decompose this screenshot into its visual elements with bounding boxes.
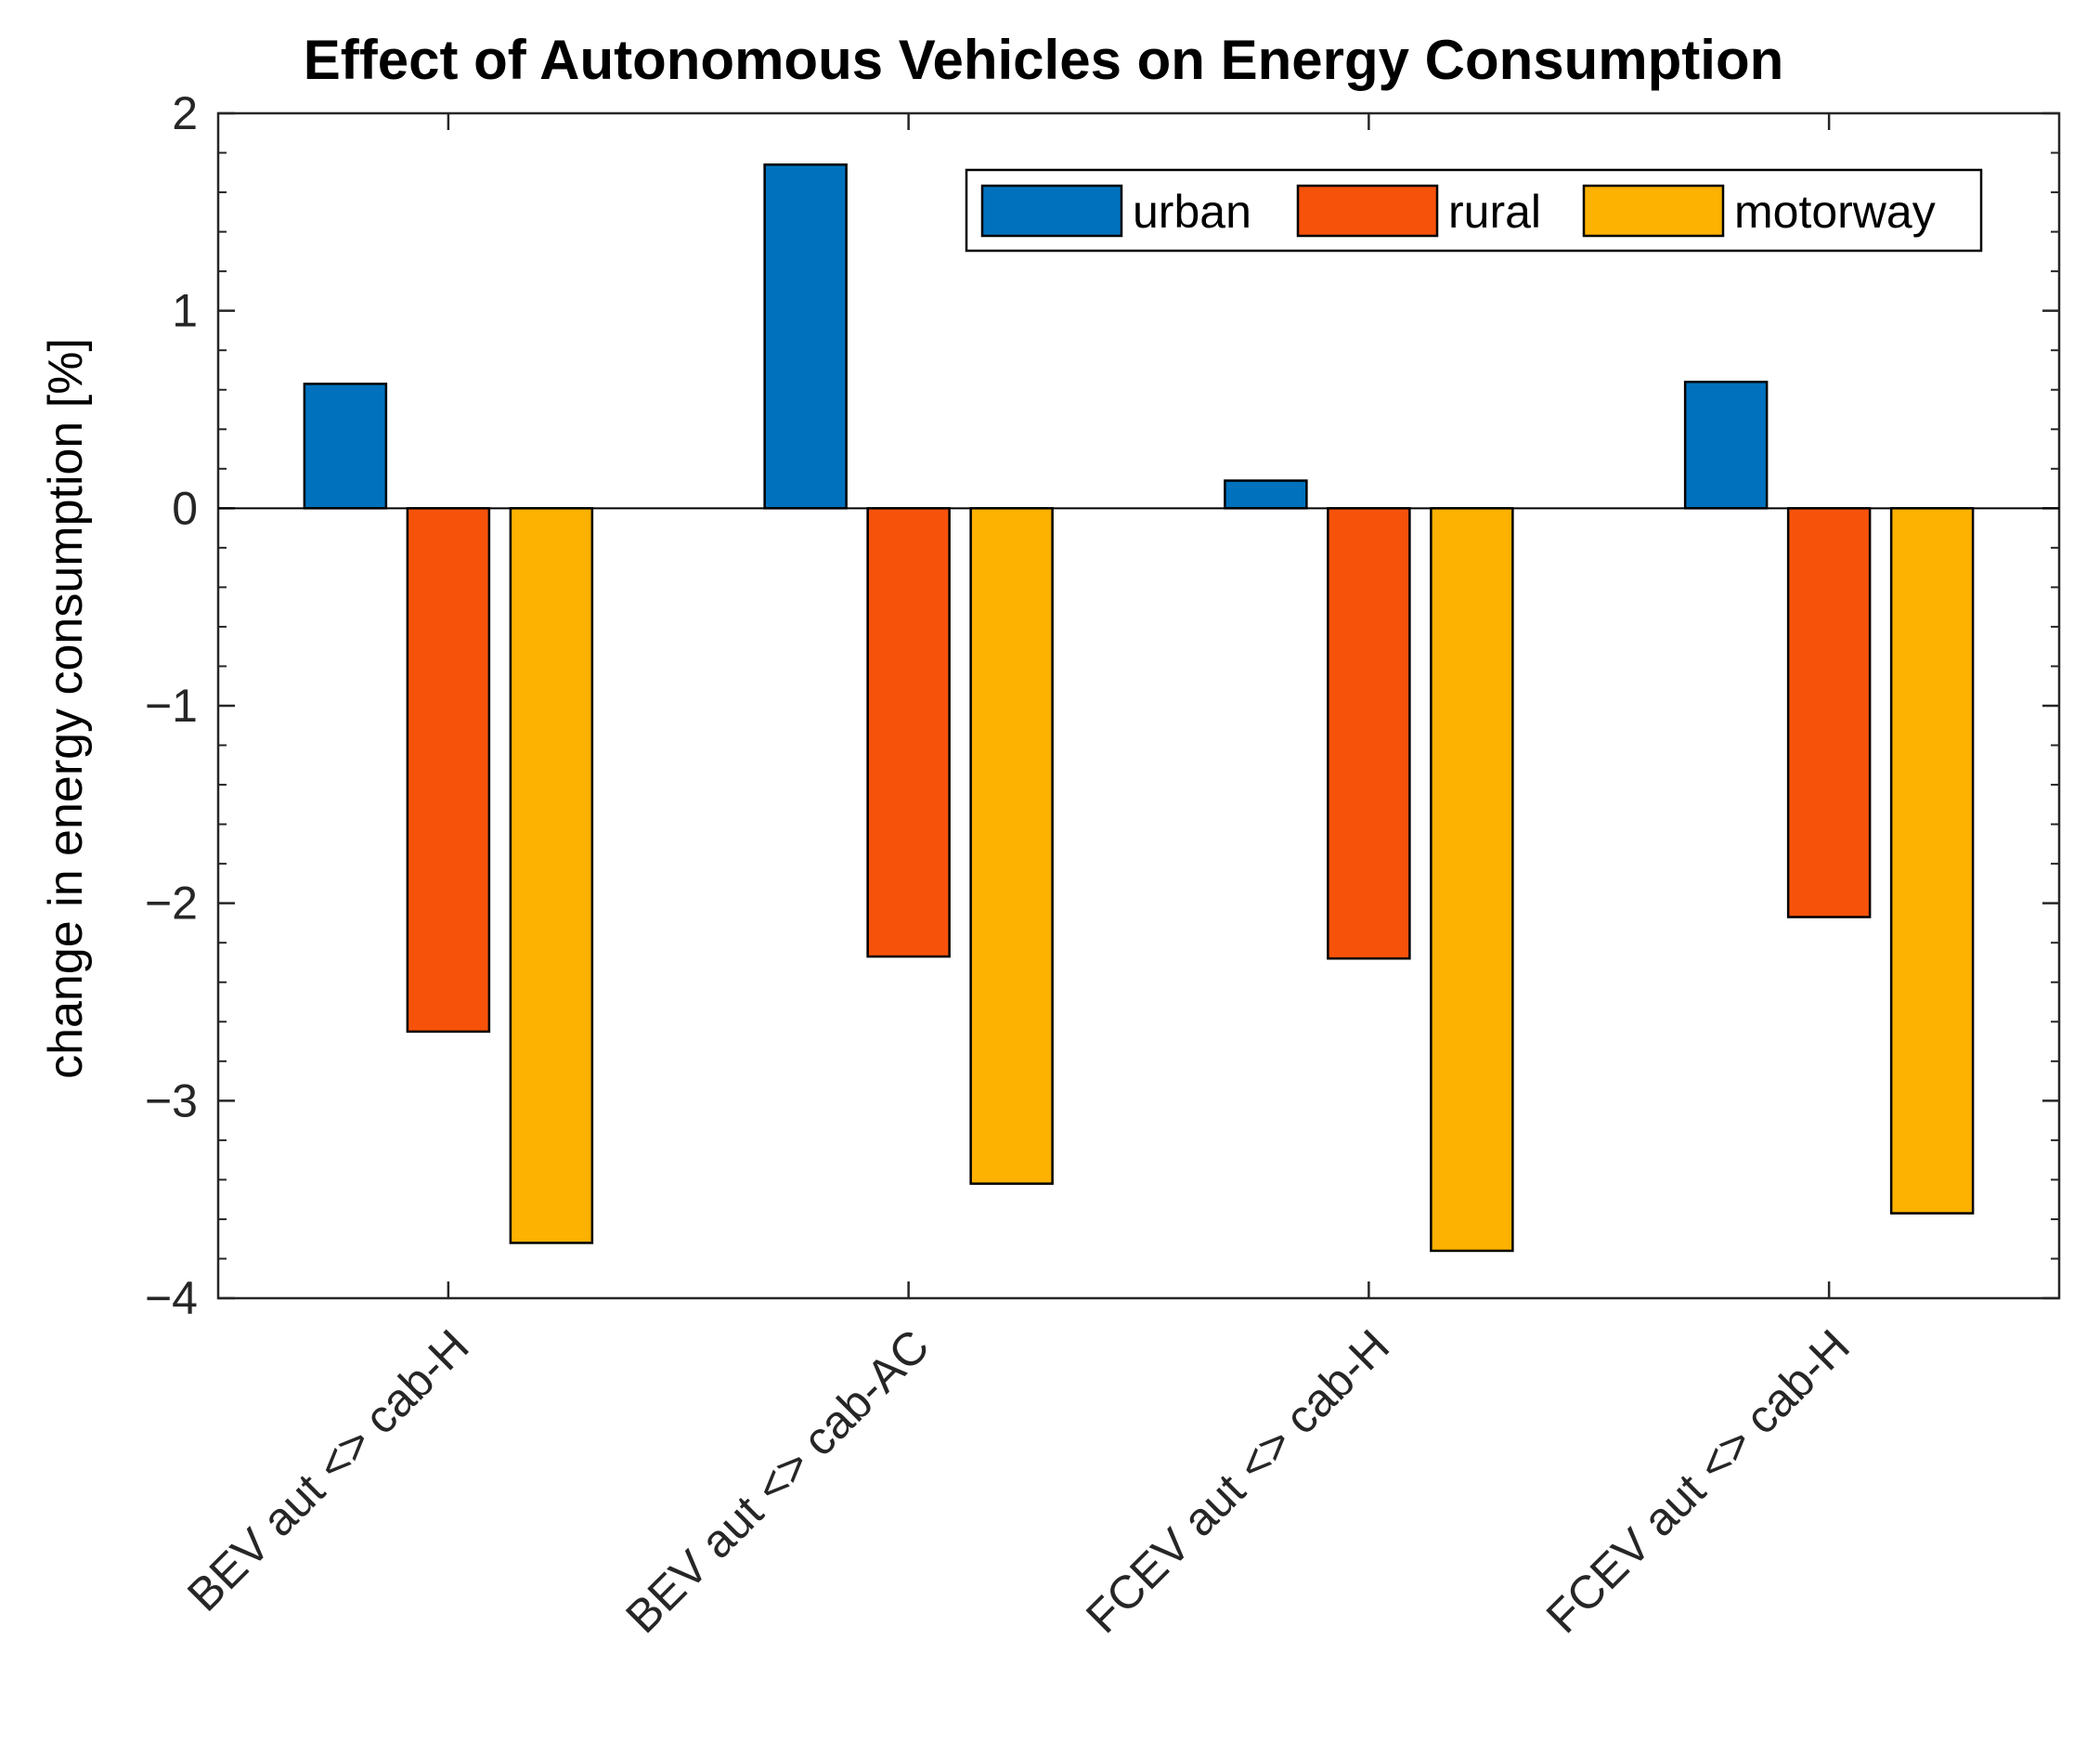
bar-urban — [303, 383, 388, 510]
legend-label-urban: urban — [1133, 186, 1251, 238]
bar-motorway — [509, 507, 594, 1244]
y-tick-label: −1 — [145, 680, 198, 732]
y-tick-label: −2 — [145, 878, 198, 930]
legend-label-rural: rural — [1448, 186, 1541, 238]
bar-urban — [1224, 479, 1308, 510]
bar-rural — [406, 507, 491, 1034]
y-axis-label: change in energy consumption [%] — [39, 338, 93, 1079]
y-tick-label: −4 — [145, 1272, 198, 1324]
legend-swatch-motorway — [1582, 184, 1725, 238]
bar-motorway — [969, 507, 1054, 1185]
y-tick-label: −3 — [145, 1074, 198, 1126]
bar-urban — [1683, 380, 1769, 510]
legend-swatch-urban — [980, 184, 1123, 238]
y-tick-label: 1 — [172, 285, 198, 337]
legend-box — [965, 168, 1983, 253]
bar-rural — [866, 507, 951, 958]
chart-title: Effect of Autonomous Vehicles on Energy … — [304, 29, 1784, 91]
bar-rural — [1327, 507, 1411, 960]
bar-urban — [763, 163, 848, 510]
legend-label-motorway: motorway — [1734, 186, 1936, 238]
y-tick-label: 2 — [172, 87, 198, 139]
bar-motorway — [1430, 507, 1514, 1253]
y-tick-label: 0 — [172, 482, 198, 534]
bar-motorway — [1889, 507, 1975, 1215]
legend-swatch-rural — [1296, 184, 1439, 238]
bar-rural — [1786, 507, 1872, 918]
